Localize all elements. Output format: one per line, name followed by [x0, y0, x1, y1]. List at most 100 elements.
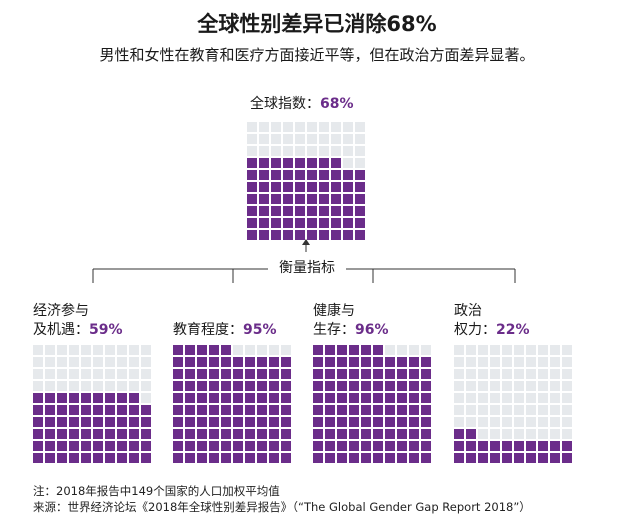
waffle-cell-filled [325, 441, 335, 451]
waffle-cell-filled [173, 369, 183, 379]
waffle-cell-filled [245, 369, 255, 379]
waffle-cell-filled [247, 194, 257, 204]
waffle-cell-filled [385, 405, 395, 415]
chart-subtitle: 男性和女性在教育和医疗方面接近平等，但在政治方面差异显著。 [99, 46, 535, 64]
economy-waffle [33, 345, 151, 463]
waffle-cell-filled [185, 369, 195, 379]
waffle-cell-filled [421, 453, 431, 463]
waffle-cell-filled [281, 417, 291, 427]
waffle-cell-empty [538, 393, 548, 403]
waffle-cell-filled [245, 357, 255, 367]
source-note: 来源：世界经济论坛《2018年全球性别差异报告》（“The Global Gen… [33, 500, 531, 514]
waffle-cell-filled [185, 429, 195, 439]
waffle-cell-filled [283, 218, 293, 228]
waffle-cell-filled [245, 393, 255, 403]
waffle-cell-empty [526, 357, 536, 367]
waffle-cell-filled [349, 393, 359, 403]
waffle-cell-filled [397, 357, 407, 367]
waffle-cell-filled [269, 357, 279, 367]
waffle-cell-filled [538, 453, 548, 463]
waffle-cell-empty [454, 417, 464, 427]
waffle-cell-filled [281, 429, 291, 439]
waffle-cell-empty [93, 369, 103, 379]
waffle-cell-empty [117, 357, 127, 367]
waffle-cell-filled [331, 206, 341, 216]
waffle-cell-filled [185, 357, 195, 367]
waffle-cell-filled [526, 453, 536, 463]
waffle-cell-filled [421, 357, 431, 367]
waffle-cell-empty [385, 345, 395, 355]
waffle-cell-filled [325, 357, 335, 367]
waffle-cell-filled [337, 429, 347, 439]
waffle-cell-filled [69, 453, 79, 463]
waffle-cell-filled [325, 405, 335, 415]
waffle-cell-filled [397, 393, 407, 403]
waffle-cell-filled [281, 357, 291, 367]
waffle-cell-filled [295, 194, 305, 204]
waffle-cell-filled [257, 393, 267, 403]
waffle-cell-filled [337, 441, 347, 451]
waffle-cell-filled [355, 194, 365, 204]
waffle-cell-filled [385, 417, 395, 427]
waffle-cell-filled [454, 441, 464, 451]
waffle-cell-empty [343, 158, 353, 168]
waffle-cell-filled [421, 369, 431, 379]
waffle-cell-filled [57, 417, 67, 427]
waffle-cell-empty [343, 134, 353, 144]
waffle-cell-filled [331, 194, 341, 204]
waffle-cell-filled [385, 381, 395, 391]
waffle-cell-empty [514, 369, 524, 379]
waffle-cell-empty [343, 122, 353, 132]
waffle-cell-empty [502, 405, 512, 415]
waffle-cell-filled [355, 182, 365, 192]
waffle-cell-filled [105, 453, 115, 463]
waffle-cell-filled [69, 417, 79, 427]
waffle-cell-filled [185, 441, 195, 451]
waffle-cell-filled [349, 441, 359, 451]
waffle-cell-filled [259, 206, 269, 216]
waffle-cell-empty [562, 369, 572, 379]
waffle-cell-filled [421, 405, 431, 415]
waffle-cell-filled [349, 405, 359, 415]
waffle-cell-filled [331, 182, 341, 192]
indicator-line1: 经济参与 [33, 303, 89, 319]
waffle-cell-filled [514, 441, 524, 451]
waffle-cell-filled [69, 393, 79, 403]
waffle-cell-filled [355, 170, 365, 180]
waffle-cell-filled [295, 206, 305, 216]
connector-label: 衡量指标 [279, 260, 335, 276]
waffle-cell-empty [259, 134, 269, 144]
indicator-value: 96% [355, 322, 389, 338]
waffle-cell-filled [343, 182, 353, 192]
waffle-cell-filled [69, 429, 79, 439]
waffle-cell-filled [331, 170, 341, 180]
waffle-cell-empty [409, 345, 419, 355]
waffle-cell-filled [385, 429, 395, 439]
waffle-cell-filled [361, 417, 371, 427]
waffle-cell-empty [141, 393, 151, 403]
waffle-cell-filled [247, 230, 257, 240]
waffle-cell-empty [526, 429, 536, 439]
waffle-cell-filled [259, 182, 269, 192]
waffle-cell-empty [33, 345, 43, 355]
waffle-cell-filled [269, 393, 279, 403]
waffle-cell-filled [233, 369, 243, 379]
waffle-cell-empty [562, 345, 572, 355]
waffle-cell-filled [221, 417, 231, 427]
waffle-cell-filled [307, 170, 317, 180]
waffle-cell-filled [209, 429, 219, 439]
waffle-cell-empty [526, 369, 536, 379]
waffle-cell-filled [105, 405, 115, 415]
waffle-cell-filled [245, 453, 255, 463]
waffle-cell-filled [57, 393, 67, 403]
waffle-cell-empty [281, 345, 291, 355]
waffle-cell-empty [105, 369, 115, 379]
waffle-cell-empty [562, 429, 572, 439]
waffle-cell-empty [81, 381, 91, 391]
waffle-cell-filled [331, 218, 341, 228]
waffle-cell-empty [93, 345, 103, 355]
waffle-cell-filled [209, 345, 219, 355]
waffle-cell-filled [337, 393, 347, 403]
waffle-cell-empty [45, 381, 55, 391]
waffle-cell-empty [454, 381, 464, 391]
